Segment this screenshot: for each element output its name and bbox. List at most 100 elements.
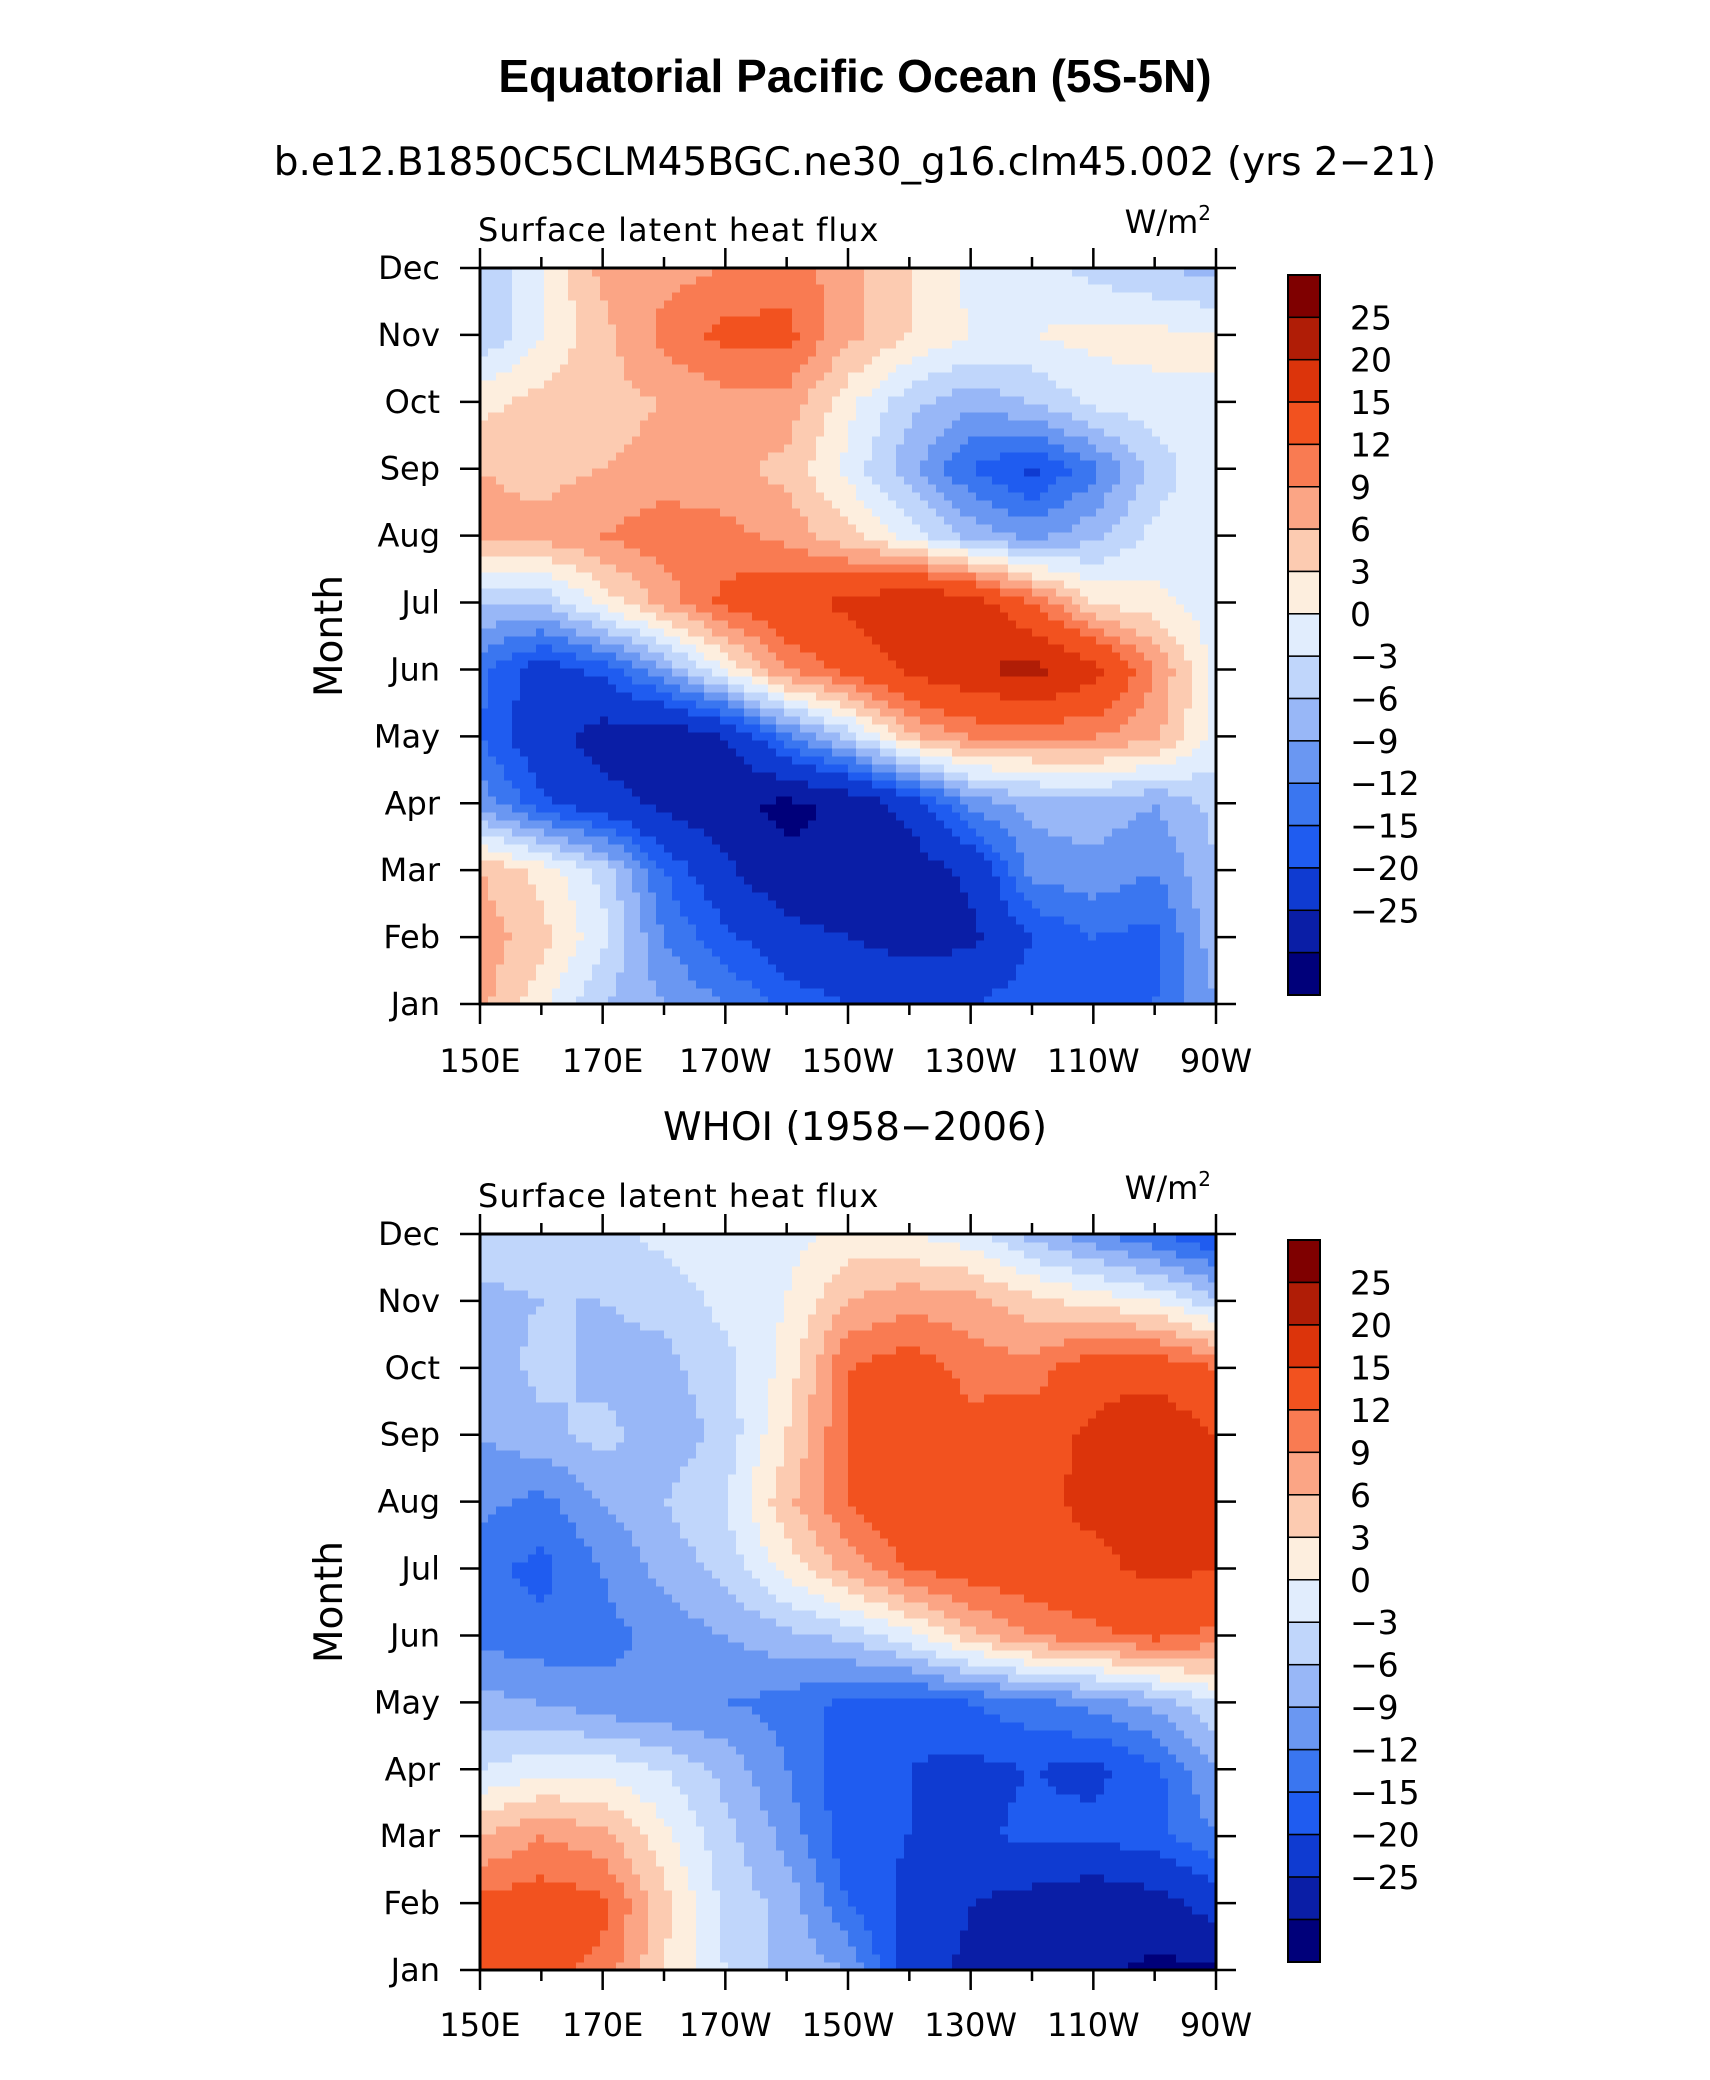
heatmap-cell <box>728 588 737 597</box>
heatmap-cell <box>784 780 793 789</box>
figure-title: Equatorial Pacific Ocean (5S-5N) <box>498 50 1211 102</box>
heatmap-cell <box>840 836 849 845</box>
heatmap-cell <box>1040 572 1049 581</box>
heatmap-cell <box>528 644 537 653</box>
heatmap-cell <box>696 676 705 685</box>
heatmap-cell <box>1064 860 1073 869</box>
heatmap-cell <box>568 756 577 765</box>
heatmap-cell <box>704 996 713 1005</box>
heatmap-cell <box>1008 788 1017 797</box>
heatmap-cell <box>1200 660 1209 669</box>
heatmap-cell <box>568 892 577 901</box>
heatmap-cell <box>624 772 633 781</box>
heatmap-cell <box>1192 940 1201 949</box>
heatmap-cell <box>776 732 785 741</box>
heatmap-cell <box>1112 788 1121 797</box>
heatmap-cell <box>512 724 521 733</box>
heatmap-cell <box>712 876 721 885</box>
heatmap-cell <box>600 700 609 709</box>
heatmap-cell <box>1136 620 1145 629</box>
heatmap-cell <box>1040 764 1049 773</box>
heatmap-cell <box>752 940 761 949</box>
heatmap-cell <box>1072 892 1081 901</box>
heatmap-cell <box>904 572 913 581</box>
heatmap-cell <box>712 964 721 973</box>
heatmap-cell <box>776 708 785 717</box>
heatmap-cell <box>704 900 713 909</box>
heatmap-cell <box>912 812 921 821</box>
heatmap-cell <box>1064 972 1073 981</box>
heatmap-cell <box>576 828 585 837</box>
heatmap-cell <box>1168 836 1177 845</box>
heatmap-cell <box>928 844 937 853</box>
heatmap-cell <box>1208 988 1217 997</box>
heatmap-cell <box>1072 676 1081 685</box>
heatmap-cell <box>480 972 489 981</box>
heatmap-cell <box>760 996 769 1005</box>
heatmap-cell <box>1144 748 1153 757</box>
heatmap-cell <box>1184 844 1193 853</box>
heatmap-cell <box>504 740 513 749</box>
heatmap-cell <box>1208 724 1217 733</box>
heatmap-cell <box>1120 844 1129 853</box>
heatmap-cell <box>520 756 529 765</box>
heatmap-cell <box>656 908 665 917</box>
heatmap-cell <box>776 612 785 621</box>
heatmap-cell <box>552 772 561 781</box>
heatmap-cell <box>1184 804 1193 813</box>
heatmap-cell <box>816 676 825 685</box>
heatmap-cell <box>832 868 841 877</box>
heatmap-cell <box>520 940 529 949</box>
heatmap-cell <box>1112 924 1121 933</box>
heatmap-cell <box>544 964 553 973</box>
heatmap-cell <box>1056 628 1065 637</box>
heatmap-cell <box>1040 772 1049 781</box>
heatmap-cell <box>1064 676 1073 685</box>
heatmap-cell <box>560 948 569 957</box>
heatmap-cell <box>640 972 649 981</box>
heatmap-cell <box>1056 844 1065 853</box>
heatmap-cell <box>1112 612 1121 621</box>
heatmap-cell <box>1040 740 1049 749</box>
heatmap-cell <box>720 892 729 901</box>
heatmap-cell <box>496 812 505 821</box>
heatmap-cell <box>528 916 537 925</box>
heatmap-cell <box>1112 956 1121 965</box>
heatmap-cell <box>568 828 577 837</box>
heatmap-cell <box>728 668 737 677</box>
heatmap-cell <box>1040 580 1049 589</box>
heatmap-cell <box>712 820 721 829</box>
heatmap-cell <box>664 972 673 981</box>
heatmap-cell <box>944 932 953 941</box>
heatmap-cell <box>776 956 785 965</box>
heatmap-cell <box>1168 980 1177 989</box>
heatmap-cell <box>656 996 665 1005</box>
heatmap-cell <box>1048 668 1057 677</box>
heatmap-cell <box>928 748 937 757</box>
heatmap-cell <box>928 780 937 789</box>
heatmap-cell <box>1208 892 1217 901</box>
heatmap-cell <box>808 604 817 613</box>
heatmap-cell <box>664 892 673 901</box>
heatmap-cell <box>536 788 545 797</box>
heatmap-cell <box>1024 916 1033 925</box>
heatmap-cell <box>568 612 577 621</box>
heatmap-cell <box>480 588 489 597</box>
heatmap-cell <box>480 596 489 605</box>
heatmap-cell <box>640 804 649 813</box>
heatmap-cell <box>712 604 721 613</box>
heatmap-cell <box>832 660 841 669</box>
heatmap-cell <box>1056 580 1065 589</box>
heatmap-cell <box>1152 636 1161 645</box>
heatmap-cell <box>792 972 801 981</box>
heatmap-cell <box>760 596 769 605</box>
heatmap-cell <box>584 860 593 869</box>
heatmap-cell <box>1120 948 1129 957</box>
heatmap-cell <box>688 948 697 957</box>
heatmap-cell <box>1184 876 1193 885</box>
heatmap-cell <box>512 580 521 589</box>
heatmap-cell <box>1144 852 1153 861</box>
heatmap-cell <box>608 820 617 829</box>
heatmap-cell <box>1152 684 1161 693</box>
heatmap-cell <box>544 636 553 645</box>
